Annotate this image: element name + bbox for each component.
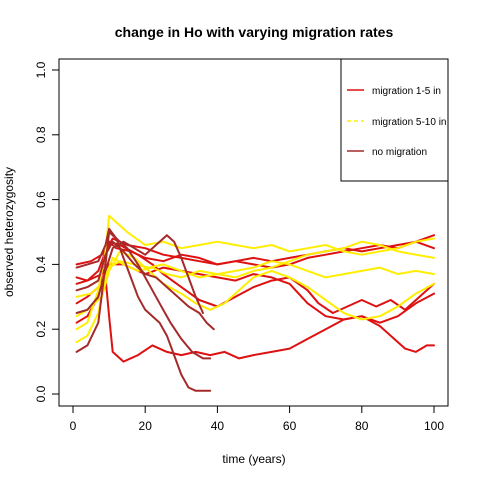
plot-frame (58, 58, 449, 407)
legend-label: migration 1-5 in (372, 86, 441, 97)
y-axis-label: observed heterozygosity (2, 167, 16, 297)
y-tick-label: 0.0 (34, 385, 48, 402)
series-line-migration-1-5-4 (75, 276, 435, 363)
x-tick-label: 40 (211, 419, 225, 433)
y-tick-label: 0.6 (34, 191, 48, 208)
series-line-migration-5-10-9 (75, 260, 435, 298)
x-tick-label: 100 (424, 419, 444, 433)
y-tick-label: 1.0 (34, 61, 48, 78)
series-line-migration-5-10-6 (75, 214, 435, 331)
x-axis-label: time (years) (222, 452, 285, 466)
legend-label: migration 5-10 in (372, 117, 446, 128)
series-line-migration-5-10-8 (75, 250, 435, 321)
chart-title: change in Ho with varying migration rate… (115, 24, 394, 40)
y-axis: 0.0 0.2 0.4 0.6 0.8 1.0 (34, 61, 59, 402)
legend-box (340, 58, 449, 182)
series-line-no-migration-12 (75, 240, 215, 331)
series-layer (75, 214, 435, 392)
series-line-no-migration-13 (75, 234, 204, 314)
y-tick-label: 0.4 (34, 256, 48, 273)
legend: migration 1-5 in migration 5-10 in no migr… (340, 58, 449, 182)
series-line-no-migration-10 (75, 227, 212, 392)
x-tick-label: 80 (355, 419, 369, 433)
x-axis: 0 20 40 60 80 100 (70, 406, 444, 433)
x-tick-label: 20 (139, 419, 153, 433)
y-tick-label: 0.8 (34, 126, 48, 143)
y-tick-label: 0.2 (34, 321, 48, 338)
x-tick-label: 60 (283, 419, 297, 433)
series-line-no-migration-11 (75, 231, 212, 360)
series-line-migration-5-10-7 (75, 240, 435, 344)
x-tick-label: 0 (70, 419, 77, 433)
legend-label: no migration (372, 147, 427, 158)
